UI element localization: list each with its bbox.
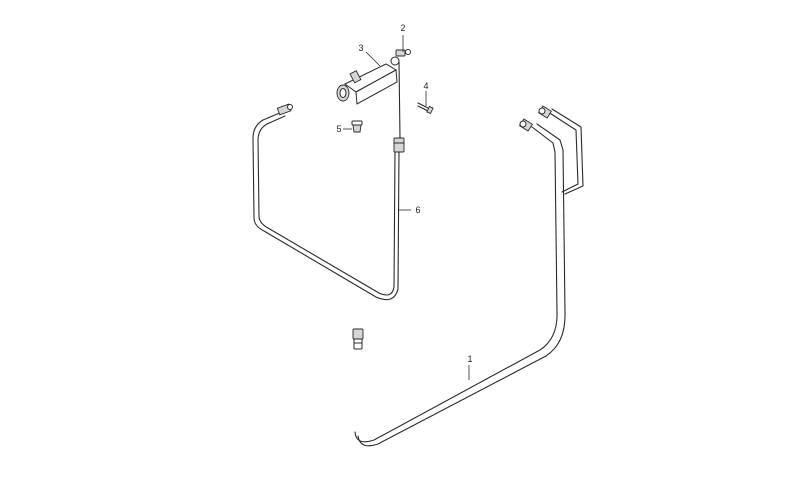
callout-2: 2 bbox=[400, 23, 405, 33]
pipe-fitting-upper bbox=[538, 105, 552, 119]
callout-1: 1 bbox=[467, 354, 472, 364]
part-3-valve-body bbox=[336, 56, 400, 105]
callout-4: 4 bbox=[423, 81, 428, 91]
part-6-line bbox=[252, 61, 405, 301]
part-1-pipe bbox=[354, 105, 584, 447]
line-connector bbox=[393, 137, 405, 153]
pipe-fitting-lower bbox=[519, 118, 533, 132]
part-5-cap bbox=[351, 120, 363, 133]
callout-5: 5 bbox=[336, 124, 341, 134]
leader-lines bbox=[343, 35, 470, 380]
callout-3: 3 bbox=[358, 43, 363, 53]
callout-6: 6 bbox=[415, 205, 420, 215]
line-end-fitting bbox=[276, 103, 293, 116]
union-nut bbox=[352, 328, 364, 350]
part-4-screw bbox=[417, 102, 434, 115]
callout-labels: 1 2 3 4 5 6 bbox=[336, 23, 472, 364]
